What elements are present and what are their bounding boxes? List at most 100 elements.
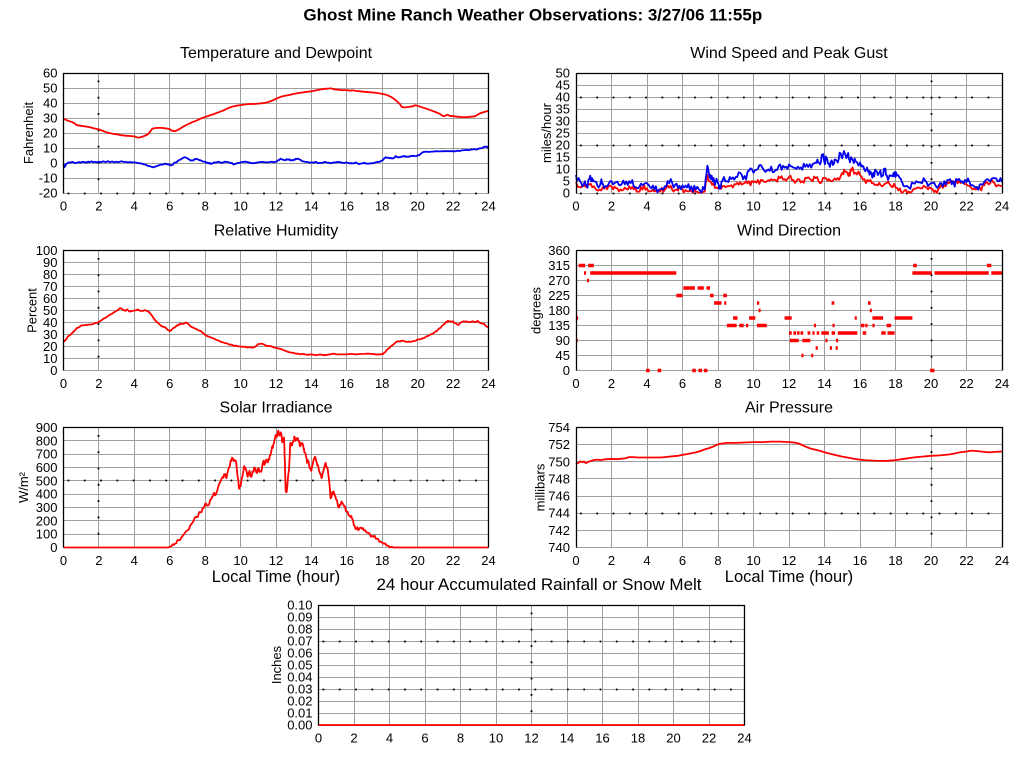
svg-text:4: 4 — [131, 553, 138, 568]
svg-text:8: 8 — [714, 376, 721, 391]
svg-text:2: 2 — [95, 376, 102, 391]
svg-text:10: 10 — [556, 162, 570, 177]
svg-text:18: 18 — [888, 376, 902, 391]
svg-text:18: 18 — [375, 376, 389, 391]
svg-text:200: 200 — [36, 513, 58, 528]
svg-text:2: 2 — [608, 553, 615, 568]
svg-text:Percent: Percent — [25, 288, 40, 333]
svg-text:16: 16 — [853, 553, 867, 568]
svg-text:0: 0 — [572, 199, 579, 214]
svg-text:18: 18 — [375, 199, 389, 214]
svg-text:0.08: 0.08 — [287, 622, 312, 637]
svg-text:45: 45 — [556, 78, 570, 93]
svg-text:6: 6 — [679, 199, 686, 214]
svg-text:6: 6 — [166, 199, 173, 214]
svg-text:14: 14 — [817, 376, 831, 391]
svg-text:-20: -20 — [39, 186, 58, 201]
svg-text:0.04: 0.04 — [287, 670, 312, 685]
svg-text:16: 16 — [595, 731, 609, 746]
svg-text:35: 35 — [556, 102, 570, 117]
svg-text:100: 100 — [36, 527, 58, 542]
svg-text:4: 4 — [643, 553, 650, 568]
svg-text:8: 8 — [202, 199, 209, 214]
svg-text:90: 90 — [43, 255, 57, 270]
svg-text:16: 16 — [340, 553, 354, 568]
svg-text:742: 742 — [548, 523, 570, 538]
svg-text:8: 8 — [202, 376, 209, 391]
svg-text:22: 22 — [702, 731, 716, 746]
svg-text:Solar Irradiance: Solar Irradiance — [220, 400, 333, 417]
svg-text:14: 14 — [817, 199, 831, 214]
svg-text:300: 300 — [36, 500, 58, 515]
svg-text:20: 20 — [410, 553, 424, 568]
svg-text:W/m²: W/m² — [16, 471, 31, 503]
svg-text:24: 24 — [481, 553, 495, 568]
svg-text:180: 180 — [548, 303, 570, 318]
svg-text:800: 800 — [36, 433, 58, 448]
svg-text:Local Time (hour): Local Time (hour) — [725, 568, 853, 586]
svg-text:10: 10 — [233, 376, 247, 391]
svg-text:600: 600 — [36, 460, 58, 475]
svg-text:8: 8 — [714, 553, 721, 568]
svg-text:0: 0 — [60, 376, 67, 391]
svg-text:60: 60 — [43, 291, 57, 306]
svg-text:12: 12 — [782, 376, 796, 391]
svg-text:8: 8 — [714, 199, 721, 214]
svg-text:14: 14 — [304, 553, 318, 568]
svg-text:0: 0 — [572, 376, 579, 391]
svg-text:0.06: 0.06 — [287, 646, 312, 661]
svg-text:0: 0 — [563, 363, 570, 378]
svg-text:40: 40 — [43, 96, 57, 111]
svg-text:Wind Direction: Wind Direction — [737, 223, 841, 240]
svg-text:16: 16 — [853, 376, 867, 391]
svg-text:10: 10 — [746, 376, 760, 391]
svg-text:22: 22 — [446, 376, 460, 391]
svg-text:80: 80 — [43, 267, 57, 282]
svg-text:22: 22 — [446, 553, 460, 568]
svg-text:20: 20 — [666, 731, 680, 746]
svg-text:360: 360 — [548, 243, 570, 258]
svg-text:0.03: 0.03 — [287, 682, 312, 697]
svg-text:900: 900 — [36, 420, 58, 435]
svg-text:20: 20 — [924, 199, 938, 214]
svg-text:24: 24 — [995, 553, 1009, 568]
svg-text:0: 0 — [563, 186, 570, 201]
svg-text:12: 12 — [269, 553, 283, 568]
svg-text:15: 15 — [556, 150, 570, 165]
svg-text:millibars: millibars — [533, 463, 548, 511]
svg-text:2: 2 — [608, 376, 615, 391]
svg-text:4: 4 — [131, 199, 138, 214]
svg-text:24 hour Accumulated Rainfall o: 24 hour Accumulated Rainfall or Snow Mel… — [376, 575, 701, 594]
svg-text:8: 8 — [202, 553, 209, 568]
svg-text:60: 60 — [43, 66, 57, 81]
svg-text:0: 0 — [572, 553, 579, 568]
svg-text:20: 20 — [410, 199, 424, 214]
svg-text:10: 10 — [233, 199, 247, 214]
svg-text:70: 70 — [43, 279, 57, 294]
svg-text:2: 2 — [350, 731, 357, 746]
svg-text:14: 14 — [817, 553, 831, 568]
svg-text:degrees: degrees — [529, 287, 544, 334]
svg-text:Air Pressure: Air Pressure — [745, 400, 833, 417]
svg-text:12: 12 — [524, 731, 538, 746]
svg-text:5: 5 — [563, 174, 570, 189]
svg-text:16: 16 — [340, 199, 354, 214]
svg-text:0: 0 — [315, 731, 322, 746]
svg-text:10: 10 — [43, 351, 57, 366]
svg-text:25: 25 — [556, 126, 570, 141]
svg-text:20: 20 — [924, 553, 938, 568]
svg-text:746: 746 — [548, 489, 570, 504]
svg-text:Relative Humidity: Relative Humidity — [214, 223, 338, 240]
svg-text:50: 50 — [556, 66, 570, 81]
svg-text:30: 30 — [43, 111, 57, 126]
svg-text:6: 6 — [166, 376, 173, 391]
svg-text:0: 0 — [60, 553, 67, 568]
svg-text:10: 10 — [233, 553, 247, 568]
svg-text:22: 22 — [959, 553, 973, 568]
svg-text:miles/hour: miles/hour — [539, 102, 554, 163]
svg-text:10: 10 — [746, 553, 760, 568]
svg-text:700: 700 — [36, 447, 58, 462]
svg-text:24: 24 — [995, 199, 1009, 214]
svg-text:14: 14 — [560, 731, 574, 746]
svg-text:12: 12 — [269, 376, 283, 391]
